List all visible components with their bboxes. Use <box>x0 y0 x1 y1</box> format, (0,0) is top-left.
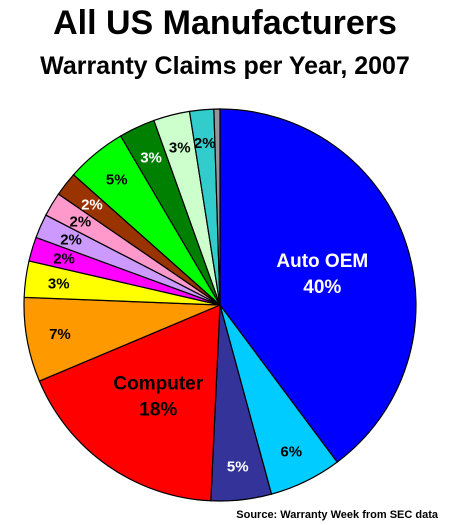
slice-value-label-3: 18% <box>139 399 177 420</box>
pie-slice-14 <box>213 108 221 306</box>
slice-value-label-6: 2% <box>53 251 75 268</box>
slice-value-label-8: 2% <box>70 213 92 230</box>
slice-value-label-13: 2% <box>194 135 216 152</box>
slice-value-label-2: 5% <box>227 459 249 476</box>
slice-value-label-12: 3% <box>169 139 191 156</box>
slice-value-label-1: 6% <box>280 443 302 460</box>
slice-value-label-11: 3% <box>140 150 162 167</box>
slice-value-label-9: 2% <box>81 197 103 214</box>
pie-slice-3 <box>38 304 221 502</box>
chart-subtitle: Warranty Claims per Year, 2007 <box>40 52 410 80</box>
slice-value-label-5: 3% <box>48 275 70 292</box>
chart-title: All US Manufacturers <box>53 4 397 42</box>
slice-name-label-0: Auto OEM <box>276 251 368 272</box>
slice-name-label-3: Computer <box>113 373 203 394</box>
slice-value-label-4: 7% <box>49 326 71 343</box>
pie-slice-0 <box>219 108 417 463</box>
slice-value-label-0: 40% <box>303 277 341 298</box>
slice-value-label-10: 5% <box>106 171 128 188</box>
source-note: Source: Warranty Week from SEC data <box>236 509 438 521</box>
slice-value-label-7: 2% <box>60 232 82 249</box>
